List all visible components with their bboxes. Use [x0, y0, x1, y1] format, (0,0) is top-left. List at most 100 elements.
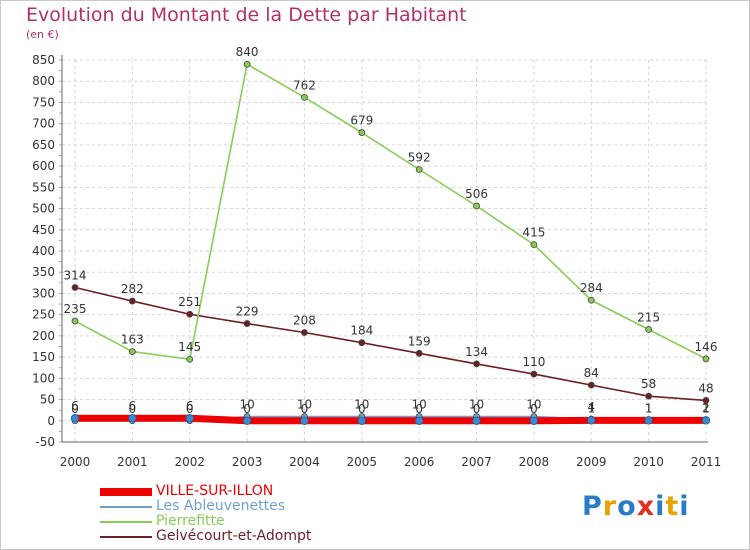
- y-tick-label: 400: [32, 244, 55, 258]
- y-tick-label: 850: [32, 53, 55, 67]
- data-point-gelv-court-et-adompt: [243, 320, 251, 327]
- data-label-les-ableuvenettes: 1: [645, 401, 653, 415]
- data-label-ville-sur-illon: 0: [473, 402, 481, 416]
- data-label-gelv-court-et-adompt: 208: [293, 313, 316, 327]
- data-label-gelv-court-et-adompt: 229: [236, 305, 259, 319]
- logo-letter: o: [617, 491, 637, 522]
- data-label-les-ableuvenettes: 10: [354, 398, 369, 412]
- data-label-pierrefitte: 506: [465, 187, 488, 201]
- data-label-les-ableuvenettes: 0: [71, 402, 79, 416]
- data-label-les-ableuvenettes: 10: [297, 398, 312, 412]
- data-label-gelv-court-et-adompt: 110: [522, 355, 545, 369]
- data-label-pierrefitte: 163: [121, 333, 144, 347]
- x-tick-label: 2009: [576, 455, 607, 469]
- data-label-pierrefitte: 215: [637, 311, 660, 325]
- axis-layer: -500501001502002503003504004505005506006…: [32, 53, 721, 469]
- x-tick-label: 2005: [347, 455, 378, 469]
- y-tick-label: 250: [32, 308, 55, 322]
- x-tick-label: 2008: [519, 455, 550, 469]
- x-tick-label: 2003: [232, 455, 263, 469]
- data-point-pierrefitte: [415, 166, 423, 173]
- x-tick-label: 2010: [633, 455, 664, 469]
- series-layer: [70, 60, 711, 425]
- logo-letter: t: [665, 491, 680, 522]
- data-label-ville-sur-illon: 0: [415, 402, 423, 416]
- y-tick-label: 500: [32, 202, 55, 216]
- data-point-ville-sur-illon: [128, 414, 137, 423]
- data-label-ville-sur-illon: 6: [129, 399, 137, 413]
- data-point-pierrefitte: [702, 355, 710, 363]
- data-point-pierrefitte: [530, 241, 538, 249]
- data-label-gelv-court-et-adompt: 84: [584, 366, 599, 380]
- data-point-pierrefitte: [587, 296, 595, 304]
- legend-label: Pierrefitte: [156, 513, 225, 529]
- x-tick-label: 2000: [60, 455, 91, 469]
- data-label-les-ableuvenettes: 4: [587, 400, 595, 414]
- y-tick-label: 750: [32, 95, 55, 109]
- logo-letter: P: [582, 491, 603, 522]
- y-tick-label: 100: [32, 371, 55, 385]
- data-label-gelv-court-et-adompt: 58: [641, 377, 656, 391]
- data-point-pierrefitte: [71, 317, 79, 325]
- data-point-ville-sur-illon: [701, 416, 711, 425]
- data-point-gelv-court-et-adompt: [186, 310, 194, 318]
- y-axis-unit-label: (en €): [26, 28, 59, 41]
- y-tick-label: 300: [32, 286, 55, 300]
- x-tick-label: 2007: [461, 455, 492, 469]
- data-label-pierrefitte: 146: [695, 340, 718, 354]
- plot-area: [62, 60, 708, 442]
- data-label-ville-sur-illon: 1: [645, 401, 653, 415]
- data-point-pierrefitte: [243, 60, 251, 68]
- data-label-gelv-court-et-adompt: 48: [698, 381, 713, 395]
- data-point-ville-sur-illon: [472, 416, 481, 425]
- data-point-ville-sur-illon: [587, 416, 596, 425]
- legend-label: Gelvécourt-et-Adompt: [156, 528, 312, 544]
- legend-label: Les Ableuvenettes: [156, 498, 286, 514]
- legend-swatch: [100, 536, 152, 538]
- data-label-pierrefitte: 592: [408, 151, 431, 165]
- data-label-gelv-court-et-adompt: 184: [350, 324, 373, 338]
- data-label-pierrefitte: 145: [178, 340, 201, 354]
- y-tick-label: 600: [32, 159, 55, 173]
- data-label-ville-sur-illon: 0: [243, 402, 251, 416]
- data-point-gelv-court-et-adompt: [587, 381, 595, 389]
- y-tick-label: 450: [32, 223, 55, 237]
- data-label-ville-sur-illon: 0: [301, 402, 309, 416]
- proxiti-logo: Proxiti: [582, 491, 690, 522]
- series-line-pierrefitte: [74, 63, 707, 361]
- data-point-gelv-court-et-adompt: [128, 297, 136, 305]
- data-label-gelv-court-et-adompt: 134: [465, 345, 488, 359]
- data-label-ville-sur-illon: 1: [587, 401, 595, 415]
- data-point-ville-sur-illon: [185, 414, 194, 423]
- y-tick-label: 0: [47, 414, 55, 428]
- data-label-ville-sur-illon: 0: [530, 402, 538, 416]
- x-tick-label: 2002: [174, 455, 205, 469]
- series-line-ville-sur-illon: [71, 414, 710, 425]
- legend-swatch: [100, 506, 152, 508]
- data-label-les-ableuvenettes: 2: [702, 401, 710, 415]
- data-label-ville-sur-illon: 1: [702, 401, 710, 415]
- series-line-gelv-court-et-adompt: [74, 286, 707, 402]
- data-label-gelv-court-et-adompt: 282: [121, 282, 144, 296]
- data-point-gelv-court-et-adompt: [358, 339, 366, 347]
- data-point-gelv-court-et-adompt: [415, 349, 423, 357]
- grid-layer: [62, 59, 708, 443]
- y-tick-label: 650: [32, 138, 55, 152]
- x-tick-label: 2006: [404, 455, 435, 469]
- legend-swatch: [100, 521, 152, 523]
- legend-label: VILLE-SUR-ILLON: [156, 483, 274, 499]
- data-point-ville-sur-illon: [300, 416, 309, 425]
- data-label-les-ableuvenettes: 0: [129, 402, 137, 416]
- data-label-pierrefitte: 840: [236, 45, 259, 59]
- x-tick-label: 2001: [117, 455, 148, 469]
- data-label-ville-sur-illon: 6: [71, 399, 79, 413]
- y-tick-label: 700: [32, 117, 55, 131]
- data-point-gelv-court-et-adompt: [301, 329, 308, 336]
- data-point-ville-sur-illon: [357, 416, 367, 425]
- data-label-pierrefitte: 284: [580, 281, 603, 295]
- logo-letter: x: [636, 491, 656, 522]
- data-point-ville-sur-illon: [529, 416, 539, 425]
- x-tick-label: 2011: [691, 455, 722, 469]
- y-tick-label: -50: [35, 435, 55, 449]
